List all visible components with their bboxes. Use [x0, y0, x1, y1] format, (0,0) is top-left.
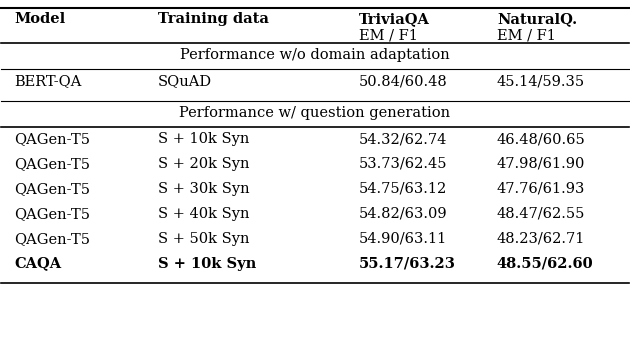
Text: QAGen-T5: QAGen-T5 [14, 132, 90, 146]
Text: 54.90/63.11: 54.90/63.11 [359, 232, 447, 246]
Text: S + 10k Syn: S + 10k Syn [158, 132, 249, 146]
Text: EM / F1: EM / F1 [359, 28, 418, 42]
Text: CAQA: CAQA [14, 256, 61, 271]
Text: S + 30k Syn: S + 30k Syn [158, 182, 250, 196]
Text: Performance w/o domain adaptation: Performance w/o domain adaptation [180, 48, 450, 62]
Text: 53.73/62.45: 53.73/62.45 [359, 157, 447, 171]
Text: 47.76/61.93: 47.76/61.93 [497, 182, 585, 196]
Text: S + 40k Syn: S + 40k Syn [158, 207, 249, 221]
Text: SQuAD: SQuAD [158, 74, 212, 88]
Text: S + 10k Syn: S + 10k Syn [158, 256, 256, 271]
Text: BERT-QA: BERT-QA [14, 74, 81, 88]
Text: QAGen-T5: QAGen-T5 [14, 157, 90, 171]
Text: EM / F1: EM / F1 [497, 28, 556, 42]
Text: 45.14/59.35: 45.14/59.35 [497, 74, 585, 88]
Text: Training data: Training data [158, 12, 269, 26]
Text: Model: Model [14, 12, 65, 26]
Text: S + 20k Syn: S + 20k Syn [158, 157, 249, 171]
Text: 46.48/60.65: 46.48/60.65 [497, 132, 586, 146]
Text: NaturalQ.: NaturalQ. [497, 12, 577, 26]
Text: QAGen-T5: QAGen-T5 [14, 232, 90, 246]
Text: Performance w/ question generation: Performance w/ question generation [180, 106, 450, 120]
Text: 55.17/63.23: 55.17/63.23 [359, 256, 455, 271]
Text: 47.98/61.90: 47.98/61.90 [497, 157, 585, 171]
Text: QAGen-T5: QAGen-T5 [14, 182, 90, 196]
Text: 54.82/63.09: 54.82/63.09 [359, 207, 447, 221]
Text: 54.75/63.12: 54.75/63.12 [359, 182, 447, 196]
Text: 48.55/62.60: 48.55/62.60 [497, 256, 593, 271]
Text: TriviaQA: TriviaQA [359, 12, 430, 26]
Text: QAGen-T5: QAGen-T5 [14, 207, 90, 221]
Text: 48.23/62.71: 48.23/62.71 [497, 232, 585, 246]
Text: 48.47/62.55: 48.47/62.55 [497, 207, 585, 221]
Text: S + 50k Syn: S + 50k Syn [158, 232, 249, 246]
Text: 54.32/62.74: 54.32/62.74 [359, 132, 447, 146]
Text: 50.84/60.48: 50.84/60.48 [359, 74, 448, 88]
